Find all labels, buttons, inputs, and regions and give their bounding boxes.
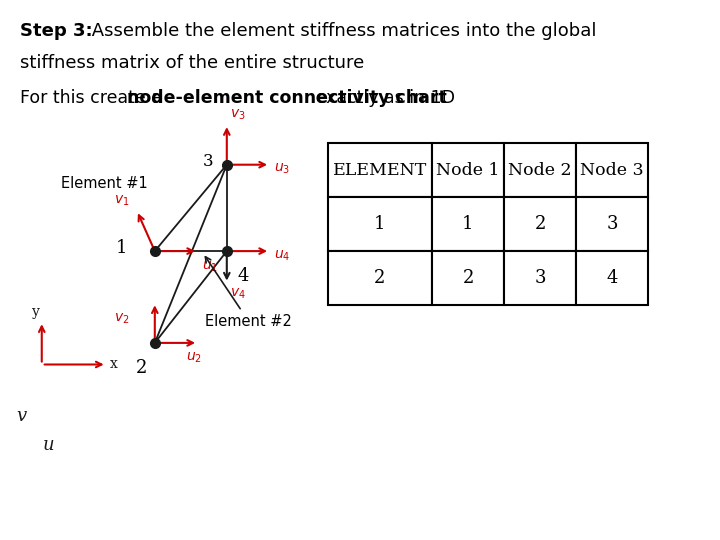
Text: $v_4$: $v_4$: [230, 286, 246, 301]
Text: For this create a: For this create a: [20, 89, 168, 107]
Text: $u_1$: $u_1$: [202, 259, 217, 274]
Text: $v_3$: $v_3$: [230, 107, 246, 122]
Text: $u_3$: $u_3$: [274, 162, 289, 176]
Bar: [328, 143, 432, 197]
Text: 4: 4: [606, 269, 618, 287]
Text: 3: 3: [203, 153, 214, 171]
Text: u: u: [43, 436, 55, 455]
Text: 3: 3: [606, 215, 618, 233]
Text: stiffness matrix of the entire structure: stiffness matrix of the entire structure: [20, 54, 364, 72]
Text: Assemble the element stiffness matrices into the global: Assemble the element stiffness matrices …: [86, 22, 597, 39]
Text: 3: 3: [534, 269, 546, 287]
Text: y: y: [32, 305, 40, 319]
Bar: [328, 197, 432, 251]
Text: 2: 2: [136, 359, 148, 377]
Bar: [328, 251, 432, 305]
Text: x: x: [110, 357, 118, 372]
Text: 2: 2: [534, 215, 546, 233]
Text: Step 3:: Step 3:: [20, 22, 93, 39]
Text: node-element connectivity chart: node-element connectivity chart: [127, 89, 446, 107]
Text: Element #2: Element #2: [205, 256, 292, 329]
Text: $u_2$: $u_2$: [186, 351, 202, 366]
Text: 2: 2: [374, 269, 385, 287]
Text: 1: 1: [462, 215, 474, 233]
Text: $v_1$: $v_1$: [114, 193, 130, 208]
Bar: [504, 251, 576, 305]
Text: v: v: [16, 407, 26, 425]
Bar: [576, 197, 648, 251]
Text: Node 2: Node 2: [508, 161, 572, 179]
Bar: [432, 251, 504, 305]
Text: exactly as in 1D: exactly as in 1D: [310, 89, 455, 107]
Text: 2: 2: [462, 269, 474, 287]
Text: ELEMENT: ELEMENT: [333, 161, 427, 179]
Text: 1: 1: [116, 239, 127, 258]
Text: 4: 4: [238, 267, 249, 285]
Text: Node 3: Node 3: [580, 161, 644, 179]
Text: $v_2$: $v_2$: [114, 312, 130, 326]
Text: Element #1: Element #1: [61, 176, 148, 191]
Bar: [576, 251, 648, 305]
Text: 1: 1: [374, 215, 385, 233]
Bar: [504, 143, 576, 197]
Bar: [432, 143, 504, 197]
Text: Node 1: Node 1: [436, 161, 500, 179]
Text: $u_4$: $u_4$: [274, 248, 290, 262]
Bar: [576, 143, 648, 197]
Bar: [432, 197, 504, 251]
Bar: [504, 197, 576, 251]
